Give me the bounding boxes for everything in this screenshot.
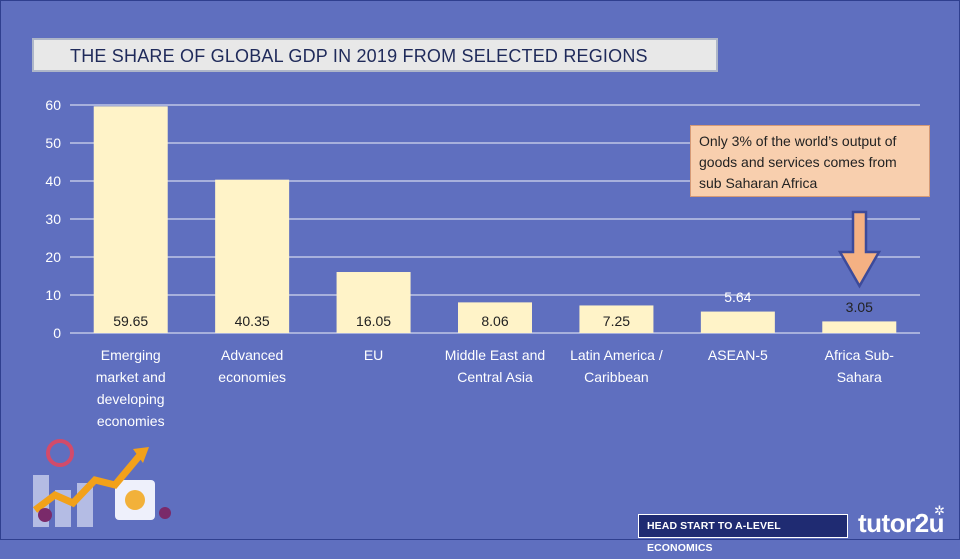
down-arrow-icon bbox=[837, 210, 882, 289]
category-label: Africa Sub- Sahara bbox=[825, 347, 895, 385]
bar bbox=[215, 179, 290, 333]
category-label-line: market and bbox=[96, 369, 166, 385]
logo-sparkle-icon: ✲ bbox=[934, 503, 945, 518]
y-tick-label: 50 bbox=[45, 135, 61, 151]
bar bbox=[336, 272, 411, 333]
category-label-line: EU bbox=[364, 347, 383, 363]
data-label: 8.06 bbox=[481, 313, 508, 329]
category-label-line: Sahara bbox=[837, 369, 882, 385]
category-label-line: Advanced bbox=[221, 347, 283, 363]
bar bbox=[700, 311, 775, 333]
bars bbox=[93, 106, 897, 333]
y-tick-label: 30 bbox=[45, 211, 61, 227]
bar bbox=[822, 321, 897, 333]
category-label: Middle East and Central Asia bbox=[445, 347, 545, 385]
course-banner: HEAD START TO A-LEVEL ECONOMICS bbox=[638, 514, 848, 554]
y-axis-ticks: 0 10 20 30 40 50 60 bbox=[45, 97, 61, 341]
category-label-line: ASEAN-5 bbox=[708, 347, 768, 363]
category-label-line: Caribbean bbox=[584, 369, 649, 385]
category-label: Latin America / Caribbean bbox=[570, 347, 663, 385]
category-label-line: Africa Sub- bbox=[825, 347, 895, 363]
category-label: EU bbox=[364, 347, 383, 363]
brand-logo: tutor2u bbox=[858, 508, 945, 538]
data-label: 40.35 bbox=[235, 313, 270, 329]
data-labels: 59.65 40.35 16.05 8.06 7.25 5.64 3.05 bbox=[113, 289, 873, 329]
bar bbox=[458, 302, 532, 333]
callout-note: Only 3% of the world’s output of goods a… bbox=[690, 125, 930, 197]
title-box: THE SHARE OF GLOBAL GDP IN 2019 FROM SEL… bbox=[32, 38, 718, 72]
category-label: Advanced economies bbox=[218, 347, 286, 385]
category-label-line: Emerging bbox=[101, 347, 161, 363]
category-label-line: developing bbox=[97, 391, 165, 407]
category-label-line: Latin America / bbox=[570, 347, 663, 363]
y-tick-label: 40 bbox=[45, 173, 61, 189]
data-label: 5.64 bbox=[724, 289, 751, 305]
bar bbox=[579, 305, 654, 333]
data-label: 3.05 bbox=[846, 299, 873, 315]
category-label: Emerging market and developing economies bbox=[96, 347, 166, 429]
bar bbox=[93, 106, 168, 333]
data-label: 16.05 bbox=[356, 313, 391, 329]
bar-chart: 0 10 20 30 40 50 60 59.65 40.35 16.05 8.06 7.25 5.6… bbox=[45, 97, 920, 429]
data-label: 7.25 bbox=[603, 313, 630, 329]
y-tick-label: 0 bbox=[53, 325, 61, 341]
data-label: 59.65 bbox=[113, 313, 148, 329]
y-tick-label: 10 bbox=[45, 287, 61, 303]
category-label-line: economies bbox=[97, 413, 165, 429]
x-axis-labels: Emerging market and developing economiesAdv… bbox=[96, 347, 895, 429]
chart-title: THE SHARE OF GLOBAL GDP IN 2019 FROM SEL… bbox=[70, 46, 648, 66]
y-tick-label: 60 bbox=[45, 97, 61, 113]
y-tick-label: 20 bbox=[45, 249, 61, 265]
category-label-line: Central Asia bbox=[457, 369, 533, 385]
growth-illustration-icon bbox=[32, 439, 171, 527]
category-label-line: economies bbox=[218, 369, 286, 385]
category-label-line: Middle East and bbox=[445, 347, 545, 363]
category-label: ASEAN-5 bbox=[708, 347, 768, 363]
